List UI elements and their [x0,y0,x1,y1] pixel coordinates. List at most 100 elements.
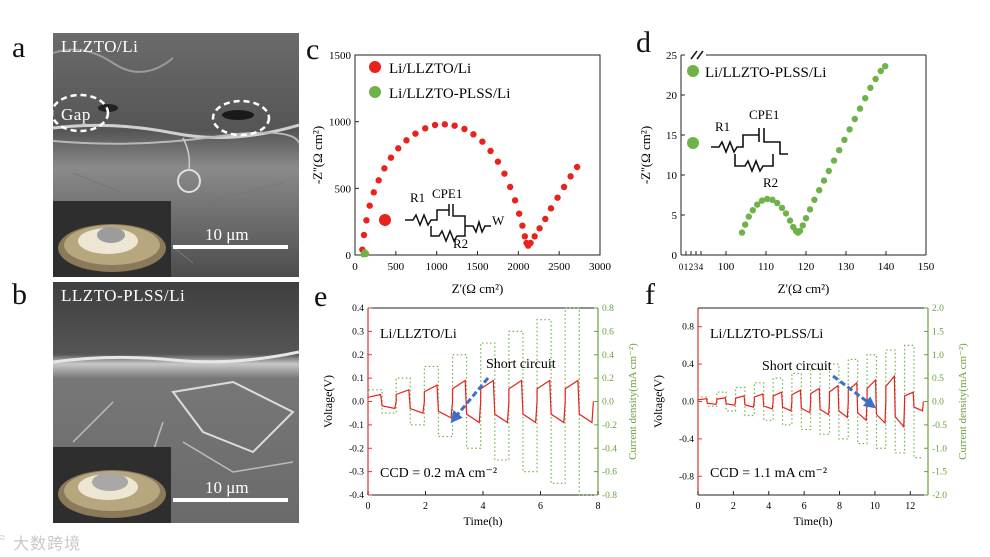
data-point [519,222,526,229]
gap-label: Gap [61,105,91,124]
data-point [521,233,529,240]
x-tick-label: 4 [766,501,771,512]
x-tick-label: 3000 [589,261,612,273]
y-tick-label: 15 [666,130,678,142]
y-axis-label: -Z''(Ω cm²) [310,126,325,184]
x-tick-label: 130 [838,261,855,273]
chart-f: 0 2 4 6 8 10 12 -0.8 -0.4 0.0 0.4 0.8 -2.0 -1.5 -1.0 -0… [651,304,969,528]
x-tick-label: 0 [679,262,684,272]
chart-title: Li/LLZTO/Li [380,327,457,342]
data-point [882,63,889,70]
data-point [387,154,395,161]
voltage-series [697,374,924,429]
data-point [742,221,749,228]
x-axis-label: Time(h) [794,514,833,528]
scale-text-a: 10 μm [205,225,249,244]
data-point [851,115,858,123]
data-point [806,206,814,213]
data-point [782,210,790,217]
data-point [778,204,786,211]
y-tick-label: -0.3 [349,468,364,478]
scale-text-b: 10 μm [205,478,249,497]
y-tick-label: 5 [672,210,678,222]
data-point [758,197,766,204]
y2-tick-label: -0.8 [602,491,617,501]
data-point [360,231,368,239]
x-tick-label: 0 [696,501,701,512]
scale-bar-b [173,498,288,502]
y2-tick-label: 0.5 [932,374,944,384]
y-tick-label: 1000 [329,117,352,129]
x-tick-label: 0 [366,501,371,512]
x-tick-label: 12 [905,501,915,512]
x-tick-label: 1 [684,262,689,272]
y2-tick-label: -2.0 [932,491,947,501]
y2-tick-label: 0.0 [602,398,614,408]
data-point [846,126,853,133]
data-point [479,138,486,145]
legend-marker [369,61,381,73]
x-tick-label: 1500 [467,261,490,273]
y-tick-label: -0.2 [349,444,364,454]
x-tick-label: 500 [388,261,405,273]
x-tick-label: 0 [352,261,358,273]
data-point [830,157,838,164]
y2-tick-label: 0.4 [602,351,614,361]
data-point [554,194,561,201]
data-point [877,67,884,75]
current-density-series [697,344,924,459]
data-point [769,196,776,203]
short-circuit-arrow [451,377,490,421]
y-tick-label: 0.4 [682,360,694,370]
y-tick-label: 0.0 [682,398,694,408]
data-point [841,136,848,143]
data-point [560,183,568,191]
y2-tick-label: 0.6 [602,327,614,337]
circuit-marker [379,214,391,226]
x-tick-label: 3 [694,262,699,272]
data-point [381,165,388,172]
data-point [506,183,514,191]
data-point [820,177,828,184]
x-tick-label: 4 [699,262,704,272]
y-tick-label: 500 [335,183,352,195]
panel-letter-f: f [645,278,655,311]
legend-label: Li/LLZTO-PLSS/Li [389,86,510,102]
watermark-logo: ꩰ 大数跨境 [6,534,82,553]
y2-tick-label: 0.2 [602,374,614,384]
y-axis-label: -Z''(Ω cm²) [638,126,653,184]
data-point [370,189,377,196]
data-point [511,197,519,204]
y-tick-label: 20 [666,90,678,102]
data-point [547,205,555,212]
data-point [745,213,752,220]
x-tick-label: 4 [481,501,486,512]
short-circuit-label: Short circuit [486,357,556,372]
x-tick-label: 100 [718,261,735,273]
legend-label: Li/LLZTO/Li [389,61,471,77]
data-point [836,147,843,154]
y2-tick-label: 2.0 [932,304,944,314]
y-tick-label: 0.4 [352,304,364,314]
data-point [872,75,879,83]
axis-break-mark [690,50,704,60]
panel-letter-e: e [314,280,328,313]
data-point [461,125,468,133]
data-point [395,145,402,152]
y2-tick-label: -0.4 [602,444,617,454]
data-point [536,225,543,232]
data-point [527,239,534,247]
y-tick-label: 0.2 [352,351,364,361]
current-density-series [367,307,594,496]
y2-axis-label: Current density(mA cm⁻²) [957,343,969,460]
data-point [749,207,756,214]
data-point [375,177,382,184]
y-tick-label: 1500 [329,50,352,62]
data-point [515,210,523,217]
data-point [441,121,449,128]
x-tick-label: 120 [798,261,815,273]
chart-e: 0 2 4 6 8 -0.4 -0.3 -0.2 -0.1 0.0 0.1 0.2 0.3 0.4 -0.8… [321,304,639,528]
chart-d: 0 1 2 3 4 100 110 120 130 140 150 0 5 10 15 20 25 Z'(Ω cm… [638,50,935,296]
x-axis-label: Z'(Ω cm²) [778,281,830,296]
y2-tick-label: -0.2 [602,421,617,431]
